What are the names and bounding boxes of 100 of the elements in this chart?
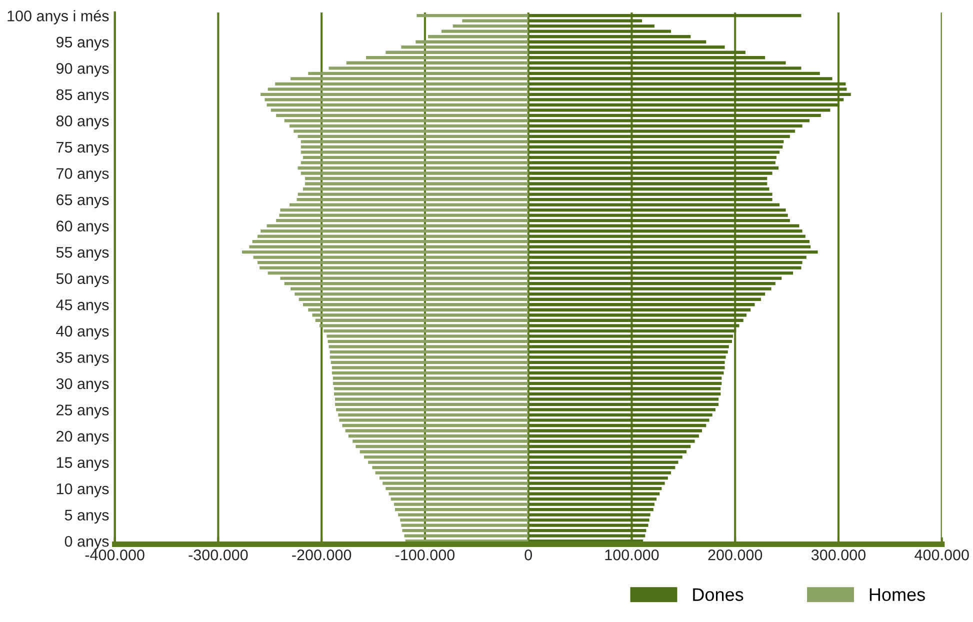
x-tick-label: -200.000 <box>292 550 352 560</box>
bar <box>335 402 528 406</box>
bar <box>334 387 528 390</box>
bar <box>302 156 528 160</box>
bar <box>401 46 528 49</box>
bar <box>442 30 528 33</box>
y-tick-label: 80 anys <box>56 116 109 130</box>
y-tick-label: 85 anys <box>56 89 109 104</box>
y-tick-label: 0 anys <box>64 536 109 550</box>
bar <box>348 434 528 438</box>
bar <box>394 502 528 506</box>
bar <box>356 444 528 448</box>
y-tick-label: 90 anys <box>56 63 109 77</box>
bar <box>276 218 528 222</box>
bar <box>294 130 528 133</box>
bar <box>302 303 528 306</box>
bar <box>300 145 528 149</box>
y-tick-label: 75 anys <box>56 142 109 156</box>
bar <box>332 382 528 386</box>
bar <box>305 176 528 180</box>
bar <box>335 398 528 401</box>
bar <box>252 240 528 244</box>
bar <box>379 476 528 480</box>
bar <box>375 471 528 474</box>
bar <box>416 40 528 44</box>
bar <box>346 61 528 64</box>
y-tick-label: 60 anys <box>56 220 109 234</box>
bar <box>242 250 528 254</box>
bar <box>315 318 528 322</box>
bar <box>260 266 528 270</box>
x-tick-label: 200.000 <box>708 550 762 560</box>
bar <box>404 534 528 538</box>
y-tick-label: 40 anys <box>56 326 109 340</box>
bar <box>280 208 528 212</box>
bar <box>401 524 528 527</box>
bar <box>280 276 528 280</box>
bar <box>338 413 528 417</box>
legend-label: Dones <box>693 588 744 601</box>
bar <box>402 529 528 532</box>
bar <box>452 24 528 28</box>
bar <box>276 114 528 118</box>
bar <box>296 198 528 202</box>
x-tick-label: 0 <box>524 550 532 560</box>
y-tick-label: 10 anys <box>56 483 109 498</box>
bar <box>298 134 528 138</box>
bar <box>328 340 528 343</box>
bar <box>342 424 528 428</box>
bar <box>266 103 528 107</box>
x-tick-label: -400.000 <box>85 550 144 560</box>
bar <box>339 418 528 422</box>
y-tick-label: 30 anys <box>56 378 109 392</box>
bar <box>266 224 528 228</box>
y-tick-label: 25 anys <box>56 404 109 418</box>
y-tick-label: 65 anys <box>56 194 109 208</box>
bar <box>298 192 528 196</box>
bar <box>268 272 528 275</box>
bar <box>332 376 528 380</box>
bar <box>260 229 528 233</box>
bar <box>330 350 528 354</box>
bar <box>284 119 528 122</box>
y-tick-label: 50 anys <box>56 273 109 288</box>
bar <box>326 334 528 338</box>
x-tick-label: 400.000 <box>914 550 969 560</box>
bar <box>330 360 528 364</box>
x-tick-label: 100.000 <box>605 550 659 560</box>
bar <box>400 518 528 522</box>
bar <box>260 92 528 96</box>
y-tick-label: 5 anys <box>64 510 109 524</box>
bar <box>366 56 528 60</box>
bar <box>305 182 528 186</box>
bar <box>372 466 528 470</box>
bar <box>368 460 528 464</box>
bar <box>312 314 528 317</box>
bar <box>352 440 528 443</box>
bar <box>300 140 528 144</box>
bar <box>284 282 528 286</box>
bar <box>302 187 528 191</box>
bar <box>328 66 528 70</box>
bar <box>298 298 528 301</box>
bar <box>279 214 528 217</box>
bar <box>264 98 528 102</box>
bar <box>249 245 528 248</box>
y-tick-label: 20 anys <box>56 430 109 445</box>
bar <box>334 392 528 396</box>
bar <box>275 82 528 86</box>
bar <box>394 508 528 512</box>
y-tick-label: 100 anys i més <box>8 10 109 24</box>
bar <box>382 482 528 485</box>
bar <box>390 497 528 501</box>
bar <box>328 345 528 348</box>
bar <box>416 14 528 18</box>
y-tick-label: 70 anys <box>56 168 109 182</box>
bar <box>360 450 528 454</box>
bar <box>290 203 528 206</box>
bar <box>257 234 528 238</box>
bar <box>290 77 528 80</box>
x-tick-label: -100.000 <box>395 550 455 560</box>
bar <box>398 513 528 516</box>
bar <box>462 19 528 22</box>
y-tick-label: 15 anys <box>56 457 109 471</box>
